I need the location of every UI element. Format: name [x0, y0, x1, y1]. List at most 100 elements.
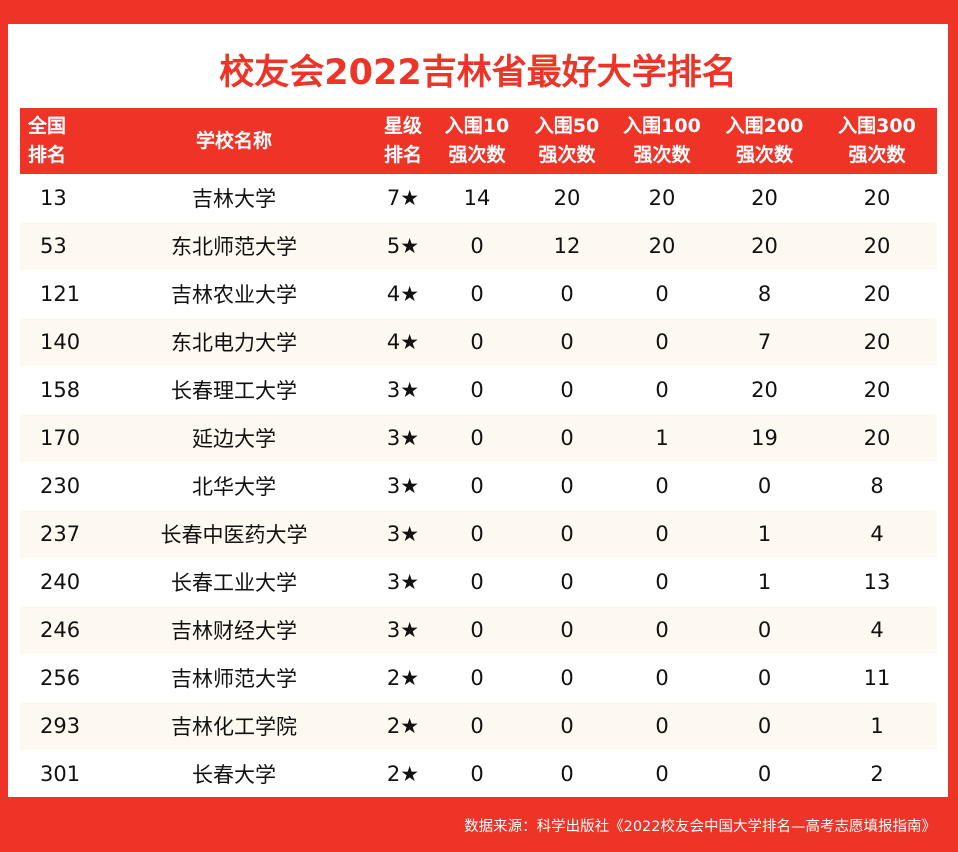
- cell-star-rating: 4★: [386, 282, 420, 306]
- cell-top10-count: 0: [432, 510, 522, 558]
- cell-school-name: 长春大学: [192, 763, 276, 787]
- cell-national-rank: 170: [20, 414, 94, 462]
- cell-school-name: 延边大学: [94, 414, 374, 462]
- cell-top100-count: 0: [655, 762, 669, 786]
- cell-star-rating: 7★: [386, 186, 420, 210]
- cell-top300-count: 20: [863, 378, 891, 402]
- table-row: 158 长春理工大学 3★ 0 0 0 20 20: [20, 366, 937, 414]
- column-header-top300-count: 入围300 强次数: [817, 108, 937, 174]
- cell-top10-count: 0: [432, 318, 522, 366]
- cell-top200-count: 1: [712, 510, 817, 558]
- column-header-top100-count: 入围100 强次数: [612, 108, 712, 174]
- cell-top10-count: 0: [432, 414, 522, 462]
- cell-top50-count: 0: [522, 510, 612, 558]
- cell-top300-count: 4: [817, 510, 937, 558]
- cell-top10-count: 0: [470, 474, 484, 498]
- ranking-table: 全国 排名 学校名称 星级 排名 入围10 强次数 入围50 强次数 入围100 强次数 入围200 强…: [20, 108, 937, 798]
- cell-top200-count: 19: [712, 414, 817, 462]
- cell-top300-count: 4: [817, 606, 937, 654]
- cell-top50-count: 0: [560, 474, 574, 498]
- header-text: 星级: [383, 115, 422, 137]
- cell-top200-count: 20: [751, 186, 778, 210]
- cell-star-rating: 3★: [386, 378, 420, 402]
- cell-top300-count: 20: [817, 414, 937, 462]
- header-text: 入围100: [623, 115, 701, 137]
- cell-star-rating: 2★: [374, 702, 432, 750]
- cell-star-rating: 4★: [374, 318, 432, 366]
- table-row: 230 北华大学 3★ 0 0 0 0 8: [20, 462, 937, 510]
- cell-top50-count: 0: [560, 378, 574, 402]
- cell-top50-count: 0: [522, 606, 612, 654]
- cell-top200-count: 0: [757, 666, 772, 690]
- cell-top300-count: 2: [870, 762, 884, 786]
- cell-top50-count: 0: [522, 702, 612, 750]
- cell-top300-count: 20: [863, 186, 891, 210]
- cell-star-rating: 2★: [386, 762, 420, 786]
- header-text: 全国: [28, 115, 67, 137]
- cell-top200-count: 8: [757, 282, 772, 306]
- table-header: 全国 排名 学校名称 星级 排名 入围10 强次数 入围50 强次数 入围100 强次数 入围200 强…: [20, 108, 937, 174]
- cell-national-rank: 246: [20, 606, 94, 654]
- column-header-national-rank: 全国 排名: [20, 108, 94, 174]
- cell-national-rank: 230: [40, 474, 81, 498]
- page-title: 校友会2022吉林省最好大学排名: [219, 53, 737, 93]
- cell-top300-count: 20: [817, 318, 937, 366]
- header-text: 强次数: [633, 144, 691, 166]
- header-text: 学校名称: [195, 129, 272, 152]
- cell-national-rank: 53: [20, 222, 94, 270]
- cell-top200-count: 7: [712, 318, 817, 366]
- header-text: 入围300: [838, 115, 916, 137]
- cell-national-rank: 240: [40, 570, 81, 594]
- cell-top300-count: 20: [863, 282, 891, 306]
- ranking-sheet: 校友会2022吉林省最好大学排名 全国 排名 学校名称 星级排名 入围10 强次数 入围50…: [8, 24, 948, 797]
- cell-top300-count: 11: [863, 666, 891, 690]
- cell-top300-count: 8: [870, 474, 884, 498]
- cell-school-name: 长春理工大学: [171, 379, 297, 403]
- cell-star-rating: 2★: [386, 666, 420, 690]
- cell-top200-count: 0: [712, 702, 817, 750]
- cell-school-name: 长春中医药大学: [94, 510, 374, 558]
- cell-top100-count: 0: [655, 282, 669, 306]
- table-row: 240 长春工业大学 3★ 0 0 0 1 13: [20, 558, 937, 606]
- cell-school-name: 吉林化工学院: [94, 702, 374, 750]
- cell-school-name: 东北电力大学: [94, 318, 374, 366]
- cell-school-name: 长春工业大学: [171, 571, 297, 595]
- header-text: 入围50: [534, 115, 600, 137]
- cell-top200-count: 0: [757, 474, 772, 498]
- cell-top100-count: 20: [612, 222, 712, 270]
- cell-top10-count: 14: [463, 186, 491, 210]
- cell-top200-count: 0: [757, 762, 772, 786]
- column-header-school-name: 学校名称: [94, 108, 374, 174]
- cell-top50-count: 0: [560, 666, 574, 690]
- table-row: 140 东北电力大学 4★ 0 0 0 7 20: [20, 318, 937, 366]
- cell-top10-count: 0: [470, 666, 484, 690]
- cell-top300-count: 20: [817, 222, 937, 270]
- header-text: 强次数: [448, 144, 506, 166]
- cell-top200-count: 1: [757, 570, 772, 594]
- cell-national-rank: 237: [20, 510, 94, 558]
- cell-top50-count: 12: [522, 222, 612, 270]
- cell-top300-count: 1: [817, 702, 937, 750]
- cell-national-rank: 293: [20, 702, 94, 750]
- header-text: 强次数: [538, 144, 596, 166]
- header-text: 入围10: [444, 115, 510, 137]
- cell-top10-count: 0: [470, 570, 484, 594]
- cell-top100-count: 20: [648, 186, 676, 210]
- cell-national-rank: 301: [40, 762, 81, 786]
- cell-top100-count: 0: [655, 570, 669, 594]
- cell-star-rating: 3★: [374, 510, 432, 558]
- cell-top200-count: 20: [751, 378, 778, 402]
- cell-school-name: 吉林师范大学: [171, 667, 297, 691]
- cell-top50-count: 0: [560, 570, 574, 594]
- cell-top100-count: 0: [655, 378, 669, 402]
- cell-top50-count: 0: [522, 414, 612, 462]
- cell-national-rank: 140: [20, 318, 94, 366]
- table-row: 121 吉林农业大学 4★ 0 0 0 8 20: [20, 270, 937, 318]
- header-text: 强次数: [735, 144, 793, 166]
- header-text: 排名: [383, 144, 422, 166]
- cell-school-name: 北华大学: [192, 475, 276, 499]
- table-row: 170 延边大学 3★ 0 0 1 19 20: [20, 414, 937, 462]
- cell-top10-count: 0: [432, 222, 522, 270]
- cell-school-name: 吉林财经大学: [94, 606, 374, 654]
- cell-top100-count: 1: [612, 414, 712, 462]
